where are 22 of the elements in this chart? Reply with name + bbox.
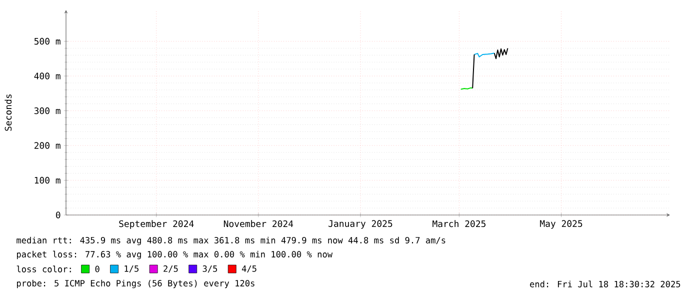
- x-tick-label: March 2025: [432, 220, 486, 228]
- x-tick-label: September 2024: [119, 220, 194, 229]
- x-tick-label: November 2024: [224, 220, 294, 228]
- legend-label: 4/5: [242, 265, 256, 273]
- text: end: Fri Jul 18 18:30:32 2025: [530, 280, 680, 288]
- text: packet loss: 77.63 % avg 100.00 % max 0.00 % min 100.00 % now: [17, 250, 333, 260]
- y-tick-label: 0: [56, 212, 60, 218]
- y-tick-label: 500 m: [34, 38, 60, 45]
- legend-title: loss color:: [16, 266, 71, 272]
- x-tick-label: January 2025: [328, 220, 392, 229]
- y-tick-label: 400 m: [34, 72, 60, 80]
- x-tick-label: May 2025: [540, 220, 582, 229]
- y-tick-label: 300 m: [34, 107, 60, 114]
- y-tick-label: 100 m: [34, 176, 60, 184]
- legend-label: 1/5: [124, 265, 138, 273]
- y-axis-title: Seconds: [4, 94, 12, 131]
- legend-label: 2/5: [164, 265, 178, 273]
- text: median rtt: 435.9 ms avg 480.8 ms max 361.8 ms min 479.9 ms now 44.8 ms sd 9.7 am/s: [16, 236, 446, 246]
- legend-label: 0: [95, 266, 100, 272]
- legend-label: 3/5: [202, 265, 218, 273]
- text: probe: 5 ICMP Echo Pings (56 Bytes) every 120s: [17, 280, 254, 288]
- y-tick-label: 200 m: [34, 142, 60, 149]
